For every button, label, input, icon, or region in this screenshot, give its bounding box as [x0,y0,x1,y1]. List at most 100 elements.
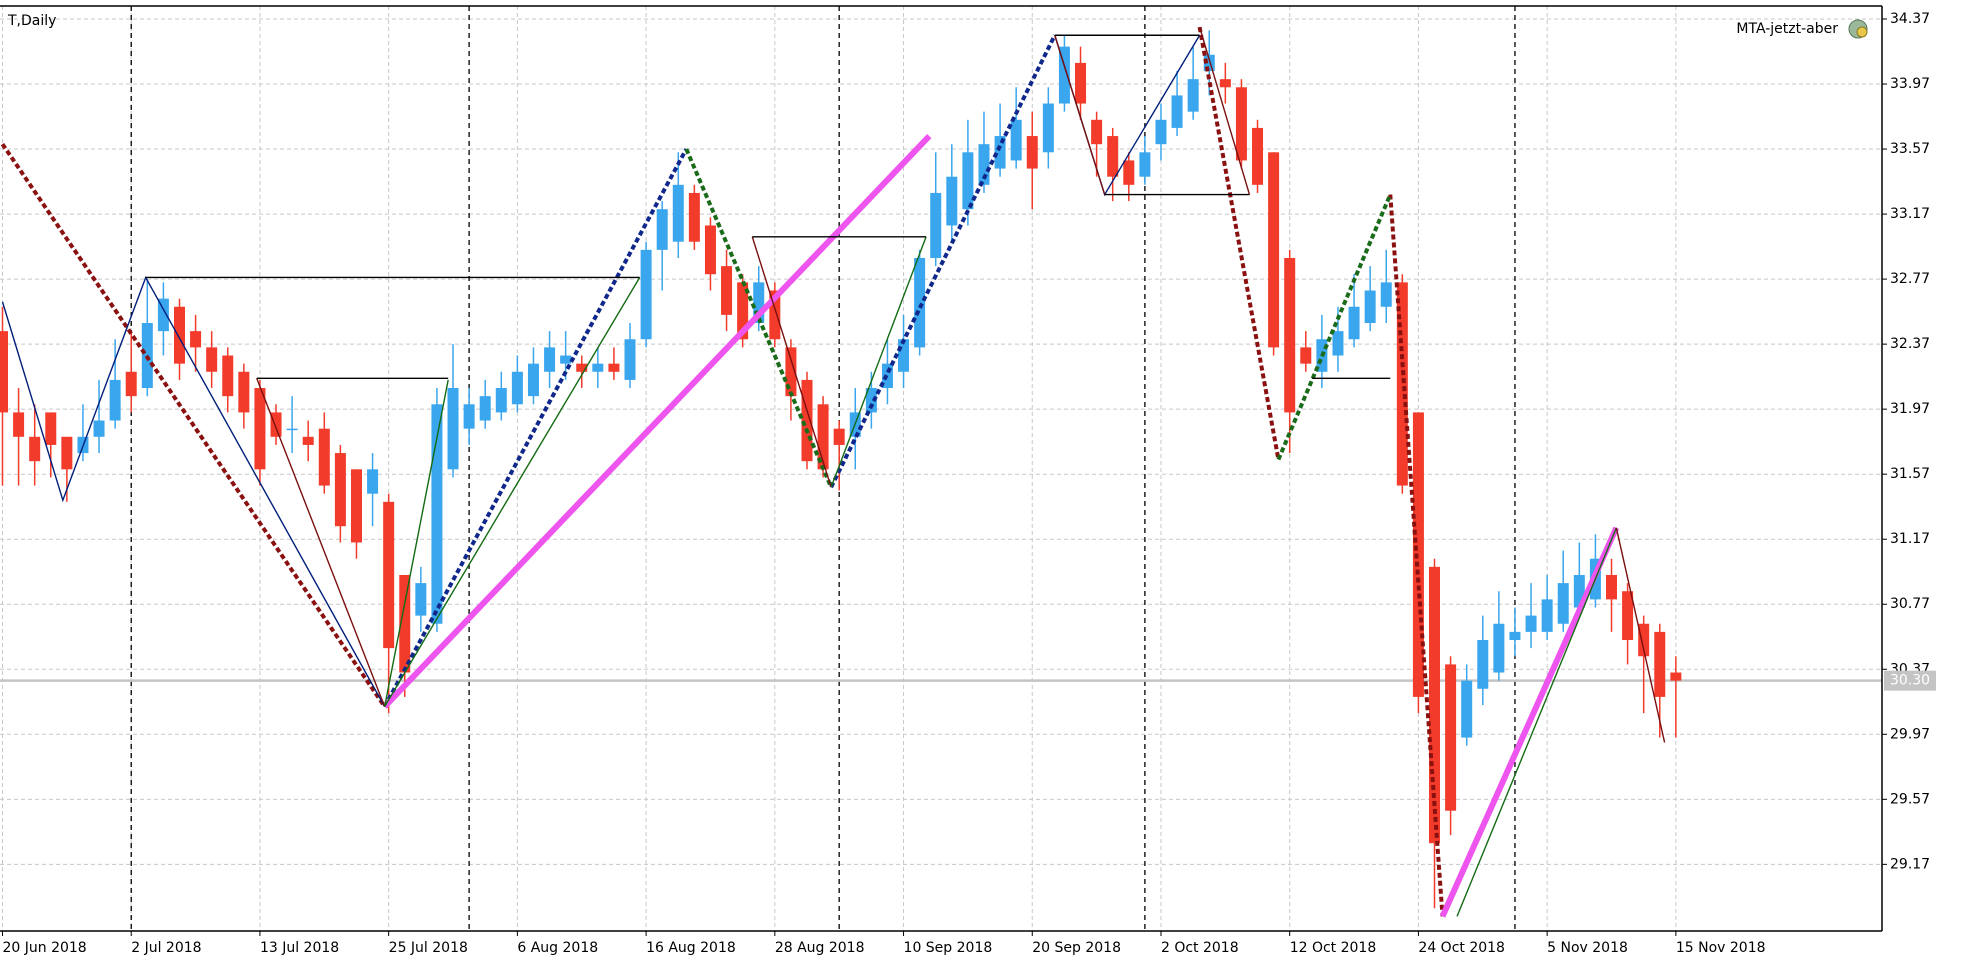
overlay-line [1197,26,1281,460]
candle-body [367,469,379,494]
candle-body [1139,152,1151,177]
candle-body [1429,566,1441,844]
axes: 34.37 33.97 33.57 33.17 32.77 32.37 31.97 31.57… [2,11,1936,956]
overlay-line [1,275,386,707]
candle-body [560,355,572,364]
candle-body [785,347,797,397]
candle-body [13,412,25,437]
x-tick-label: 24 Oct 2018 [1418,940,1505,956]
overlay-line [383,379,449,707]
candle-body [286,428,298,431]
candle-body [157,298,169,332]
candle-body [206,347,218,372]
candle-body [978,144,990,185]
indicator-label: MTA-jetzt-aber [1736,21,1838,37]
candle-body [1219,79,1231,88]
overlay-line [384,277,641,708]
candle-body [1654,631,1666,697]
candle-body [737,282,749,340]
overlay-line [751,236,832,488]
candle-body [1107,136,1119,177]
candle-body [1670,672,1682,681]
candle-body [61,436,73,470]
overlay-line [1439,526,1620,918]
overlay-line [1198,26,1251,195]
y-tick-label: 31.97 [1890,401,1930,417]
candle-body [704,225,716,275]
candle-body [1477,640,1489,689]
candle-body [1235,87,1247,161]
candle-body [608,363,620,372]
candle-body [431,404,443,624]
overlay-line [829,34,1057,489]
overlays [0,26,1666,918]
candle-body [1187,79,1199,112]
x-tick-label: 28 Aug 2018 [775,940,865,956]
candle-body [914,257,926,348]
x-tick-label: 13 Jul 2018 [260,940,339,956]
y-tick-label: 30.77 [1890,596,1930,612]
candle-body [721,266,733,315]
x-tick-label: 20 Jun 2018 [3,940,87,956]
candle-body [1461,680,1473,738]
x-tick-label: 20 Sep 2018 [1032,940,1121,956]
candle-body [238,371,250,413]
candle-body [270,412,282,437]
current-price-box [1884,670,1936,691]
candle-body [1541,599,1553,632]
candle-body [479,396,491,421]
candle-body [640,249,652,340]
candle-body [399,574,411,673]
candle-body [1058,46,1070,104]
candle-body [1412,412,1424,697]
candle-body [45,412,57,445]
candle-body [769,290,781,340]
candle-body [994,136,1006,169]
candle-body [1091,119,1103,145]
candle-body [383,501,395,649]
candle-body [672,184,684,242]
candle-body [1010,119,1022,161]
candle-body [592,363,604,372]
candle-body [1203,54,1215,72]
candle-body [93,420,105,437]
candle-body [1348,306,1360,340]
overlay-line [256,378,386,707]
candle-body [302,436,314,445]
current-price-label: 30.30 [1890,673,1930,689]
candle-body [1396,282,1408,486]
candle-body [817,404,829,470]
candle-body [1493,623,1505,673]
candle-body [447,388,459,470]
y-tick-label: 31.17 [1890,531,1930,547]
candle-body [833,428,845,445]
y-tick-label: 29.97 [1890,726,1930,742]
x-tick-label: 16 Aug 2018 [646,940,736,956]
candle-body [527,363,539,397]
candle-body [1509,631,1521,641]
overlay-line [684,148,833,488]
candle-body [1445,664,1457,811]
x-tick-label: 2 Oct 2018 [1161,940,1239,956]
candle-body [350,469,362,543]
y-tick-label: 33.97 [1890,76,1930,92]
overlay-line [1615,527,1666,743]
y-tick-label: 29.57 [1890,791,1930,807]
x-tick-label: 12 Oct 2018 [1290,940,1377,956]
y-tick-label: 33.57 [1890,141,1930,157]
candle-body [1284,257,1296,413]
icon-coin [1856,26,1868,38]
candle-body [865,388,877,413]
candle-body [1155,119,1167,145]
candle-body [1638,623,1650,657]
x-tick-label: 5 Nov 2018 [1547,940,1628,956]
candle-body [318,428,330,486]
candle-body [125,371,137,397]
x-tick-label: 2 Jul 2018 [131,940,201,956]
candle-body [656,209,668,250]
candle-body [173,306,185,364]
candle-body [1573,574,1585,608]
candle-body [1332,331,1344,356]
